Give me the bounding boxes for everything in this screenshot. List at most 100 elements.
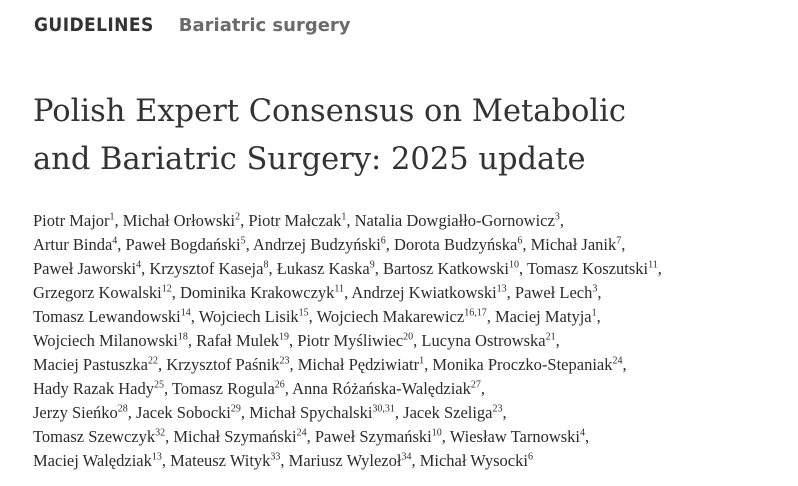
affiliation-number: 28 xyxy=(117,403,128,415)
author-line: Maciej Pastuszka22, Krzysztof Paśnik23, … xyxy=(33,353,793,377)
affiliation-number: 4 xyxy=(580,427,586,439)
author-separator: , xyxy=(411,451,420,470)
author-name: Krzysztof Paśnik xyxy=(166,355,280,374)
author-name: Mateusz Wityk xyxy=(170,451,271,470)
author-name: Michał Spychalski xyxy=(249,403,373,422)
author-name: Jerzy Sieńko xyxy=(33,403,118,422)
author-name: Maciej Pastuszka xyxy=(33,355,149,374)
author-separator: , xyxy=(117,235,126,254)
author-separator: , xyxy=(596,307,601,326)
affiliation-number: 13 xyxy=(151,451,162,463)
affiliation-number: 14 xyxy=(180,307,191,319)
author-name: Michał Orłowski xyxy=(122,211,236,230)
author-separator: , xyxy=(394,403,404,422)
author-name: Michał Pędziwiatr xyxy=(297,355,420,374)
author-separator: , xyxy=(114,211,123,230)
author-name: Wojciech Milanowski xyxy=(33,331,178,350)
affiliation-number: 11 xyxy=(334,283,345,295)
author-separator: , xyxy=(268,259,277,278)
author-name: Piotr Major xyxy=(33,211,110,230)
author-name: Michał Szymański xyxy=(173,427,297,446)
affiliation-number: 13 xyxy=(496,283,507,295)
affiliation-number: 33 xyxy=(270,451,281,463)
affiliation-number: 2 xyxy=(235,211,241,223)
affiliation-number: 23 xyxy=(492,403,503,415)
author-name: Maciej Walędziak xyxy=(33,451,152,470)
article-type-label: GUIDELINES xyxy=(34,14,154,36)
author-separator: , xyxy=(240,211,249,230)
author-name: Tomasz Rogula xyxy=(171,379,275,398)
affiliation-number: 1 xyxy=(591,307,597,319)
author-separator: , xyxy=(597,283,602,302)
affiliation-number: 11 xyxy=(648,259,658,271)
affiliation-number: 30,31 xyxy=(372,403,395,415)
author-name: Dorota Budzyńska xyxy=(394,235,518,254)
author-line: Tomasz Lewandowski14, Wojciech Lisik15, … xyxy=(33,305,793,329)
author-separator: , xyxy=(289,355,298,374)
affiliation-number: 6 xyxy=(517,235,523,247)
author-separator: , xyxy=(480,379,485,398)
author-name: Tomasz Koszutski xyxy=(526,259,649,278)
author-line: Maciej Walędziak13, Mateusz Wityk33, Mar… xyxy=(33,449,793,473)
affiliation-number: 26 xyxy=(274,379,285,391)
author-name: Natalia Dowgiałło-Gornowicz xyxy=(354,211,555,230)
author-separator: , xyxy=(245,235,253,254)
author-name: Jacek Szeliga xyxy=(403,403,493,422)
author-line: Paweł Jaworski4, Krzysztof Kaseja8, Łuka… xyxy=(33,257,793,281)
author-name: Paweł Szymański xyxy=(314,427,432,446)
author-separator: , xyxy=(306,427,315,446)
author-name: Dominika Krakowczyk xyxy=(180,283,335,302)
author-separator: , xyxy=(284,379,293,398)
affiliation-number: 10 xyxy=(431,427,442,439)
affiliation-number: 24 xyxy=(296,427,307,439)
author-separator: , xyxy=(240,403,250,422)
title-line: Polish Expert Consensus on Metabolic xyxy=(33,94,626,129)
affiliation-number: 9 xyxy=(369,259,375,271)
author-name: Lucyna Ostrowska xyxy=(421,331,546,350)
author-line: Tomasz Szewczyk32, Michał Szymański24, P… xyxy=(33,425,793,449)
author-name: Wojciech Makarewicz xyxy=(316,307,465,326)
affiliation-number: 22 xyxy=(148,355,159,367)
author-separator: , xyxy=(127,403,137,422)
author-separator: , xyxy=(374,259,383,278)
author-separator: , xyxy=(346,211,355,230)
affiliation-number: 16,17 xyxy=(464,307,487,319)
author-list: Piotr Major1, Michał Orłowski2, Piotr Ma… xyxy=(33,209,793,473)
author-name: Anna Różańska-Walędziak xyxy=(292,379,471,398)
affiliation-number: 6 xyxy=(380,235,386,247)
author-name: Maciej Matyja xyxy=(494,307,592,326)
author-separator: , xyxy=(385,235,395,254)
author-separator: , xyxy=(344,283,352,302)
affiliation-number: 23 xyxy=(279,355,290,367)
author-separator: , xyxy=(657,259,662,278)
author-separator: , xyxy=(522,235,531,254)
affiliation-number: 1 xyxy=(419,355,425,367)
author-name: Michał Wysocki xyxy=(419,451,528,470)
author-separator: , xyxy=(289,331,298,350)
affiliation-number: 1 xyxy=(109,211,115,223)
article-topic-label: Bariatric surgery xyxy=(178,15,351,36)
affiliation-number: 15 xyxy=(298,307,309,319)
author-separator: , xyxy=(502,403,507,422)
author-separator: , xyxy=(187,331,197,350)
author-line: Wojciech Milanowski18, Rafał Mulek19, Pi… xyxy=(33,329,793,353)
author-separator: , xyxy=(506,283,515,302)
author-name: Bartosz Katkowski xyxy=(382,259,509,278)
affiliation-number: 5 xyxy=(240,235,246,247)
author-name: Wiesław Tarnowski xyxy=(449,427,581,446)
author-separator: , xyxy=(190,307,199,326)
author-line: Hady Razak Hady25, Tomasz Rogula26, Anna… xyxy=(33,377,793,401)
author-name: Piotr Myśliwiec xyxy=(297,331,404,350)
author-line: Grzegorz Kowalski12, Dominika Krakowczyk… xyxy=(33,281,793,305)
author-separator: , xyxy=(622,355,627,374)
author-separator: , xyxy=(280,451,289,470)
affiliation-number: 7 xyxy=(616,235,622,247)
affiliation-number: 8 xyxy=(263,259,269,271)
author-separator: , xyxy=(424,355,433,374)
article-title: Polish Expert Consensus on Metabolic and… xyxy=(33,88,773,184)
author-name: Rafał Mulek xyxy=(196,331,280,350)
affiliation-number: 20 xyxy=(403,331,414,343)
author-name: Monika Proczko-Stepaniak xyxy=(432,355,613,374)
author-separator: , xyxy=(621,235,626,254)
author-separator: , xyxy=(171,283,180,302)
